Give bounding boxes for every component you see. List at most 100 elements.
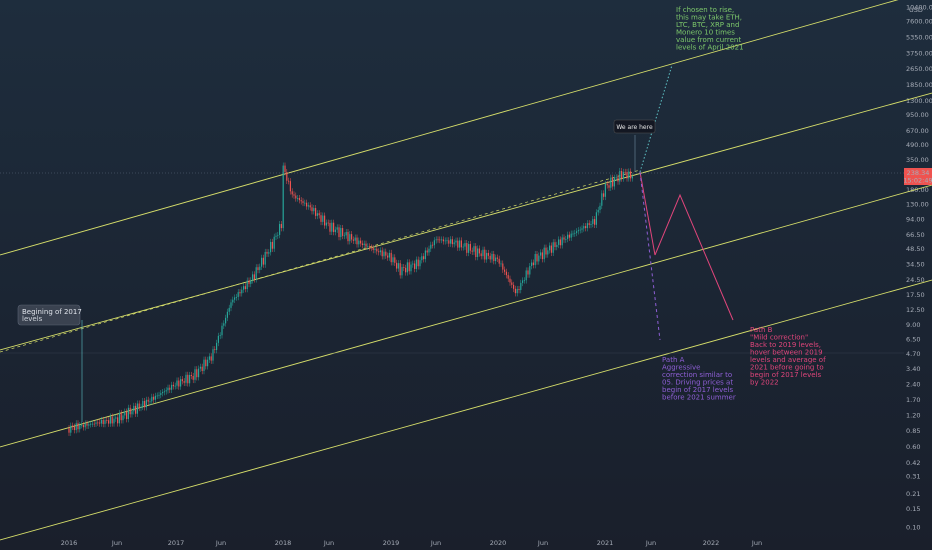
candle-body xyxy=(129,407,131,415)
candle-body xyxy=(549,245,551,251)
y-tick-label: 670.00 xyxy=(906,127,929,135)
candle-body xyxy=(72,425,74,427)
candle-body xyxy=(239,292,241,294)
candle-body xyxy=(127,407,129,420)
candle-body xyxy=(113,418,115,424)
y-tick-label: 1.70 xyxy=(906,396,920,404)
candle-body xyxy=(291,191,293,195)
candle-body xyxy=(599,205,601,210)
candle-body xyxy=(318,213,320,216)
candle-body xyxy=(444,240,446,242)
x-tick-label: 2018 xyxy=(275,539,292,547)
candle-body xyxy=(228,307,230,312)
candle-body xyxy=(273,236,275,249)
we-are-here-label: We are here xyxy=(616,124,653,131)
path-a-note: correction similar to xyxy=(662,371,732,379)
candle-body xyxy=(171,384,173,390)
candle-body xyxy=(545,247,547,255)
candle-body xyxy=(343,235,345,237)
path-a-note: begin of 2017 levels xyxy=(662,386,733,394)
candle-body xyxy=(174,385,176,387)
candle-body xyxy=(428,248,430,253)
candle-body xyxy=(259,266,261,270)
candle-body xyxy=(192,375,194,380)
candle-body xyxy=(421,256,423,261)
candle-body xyxy=(178,380,180,387)
candle-body xyxy=(541,252,543,260)
candle-body xyxy=(108,420,110,424)
candle-body xyxy=(446,240,448,242)
rise-path-line xyxy=(639,64,673,173)
channel-line xyxy=(0,184,932,448)
candle-body xyxy=(433,240,435,246)
candle-body xyxy=(610,177,612,188)
y-tick-label: 0.10 xyxy=(906,524,920,532)
candle-body xyxy=(306,202,308,207)
candle-body xyxy=(594,219,596,225)
candle-body xyxy=(615,177,617,179)
candle-body xyxy=(284,165,286,173)
candle-body xyxy=(631,176,633,179)
y-tick-label: 2650.00 xyxy=(906,65,932,73)
candle-body xyxy=(81,424,83,426)
candle-body xyxy=(151,396,153,402)
candle-body xyxy=(180,379,182,387)
candle-body xyxy=(514,288,516,294)
candle-body xyxy=(237,292,239,297)
candle-body xyxy=(189,374,191,384)
y-tick-label: 34.50 xyxy=(906,260,925,268)
candle-body xyxy=(118,412,120,424)
candle-body xyxy=(316,213,318,216)
candle-body xyxy=(196,369,198,378)
y-tick-label: 350.00 xyxy=(906,156,929,164)
candle-body xyxy=(158,394,160,396)
x-tick-label: 2022 xyxy=(703,539,720,547)
candle-body xyxy=(325,222,327,226)
candle-body xyxy=(165,390,167,392)
y-tick-label: 94.00 xyxy=(906,215,925,223)
candle-body xyxy=(394,257,396,263)
candle-body xyxy=(511,282,513,285)
candle-body xyxy=(156,395,158,397)
candle-body xyxy=(579,229,581,231)
candle-body xyxy=(489,255,491,260)
y-tick-label: 950.00 xyxy=(906,111,929,119)
rise-note: Monero 10 times xyxy=(676,29,735,37)
candle-body xyxy=(423,256,425,260)
candle-body xyxy=(145,399,147,408)
candle-body xyxy=(266,251,268,254)
channel-line xyxy=(0,0,899,256)
candle-body xyxy=(257,267,259,270)
candle-body xyxy=(361,243,363,246)
candle-body xyxy=(122,415,124,421)
candle-body xyxy=(354,237,356,241)
y-tick-label: 2.40 xyxy=(906,380,920,388)
candle-body xyxy=(201,366,203,371)
candle-body xyxy=(619,170,621,182)
candle-body xyxy=(86,423,88,426)
candle-body xyxy=(275,235,277,237)
path-a-note: before 2021 summer xyxy=(662,394,736,402)
candle-body xyxy=(351,234,353,240)
candle-body xyxy=(207,359,209,367)
candle-body xyxy=(399,263,401,276)
candle-body xyxy=(255,267,257,280)
candle-body xyxy=(221,325,223,336)
candle-body xyxy=(214,349,216,351)
candle-body xyxy=(154,395,156,400)
candle-body xyxy=(315,208,317,216)
candle-body xyxy=(289,181,291,192)
candle-body xyxy=(226,311,228,318)
candle-body xyxy=(203,359,205,371)
candle-body xyxy=(504,269,506,272)
candle-body xyxy=(486,252,488,260)
candle-body xyxy=(279,224,281,235)
candle-body xyxy=(414,263,416,269)
y-tick-label: 10400.00 xyxy=(906,4,932,12)
candle-body xyxy=(187,374,189,384)
candle-body xyxy=(457,240,459,248)
candle-body xyxy=(574,232,576,234)
candle-body xyxy=(547,250,549,255)
last-price-badge xyxy=(904,168,932,185)
